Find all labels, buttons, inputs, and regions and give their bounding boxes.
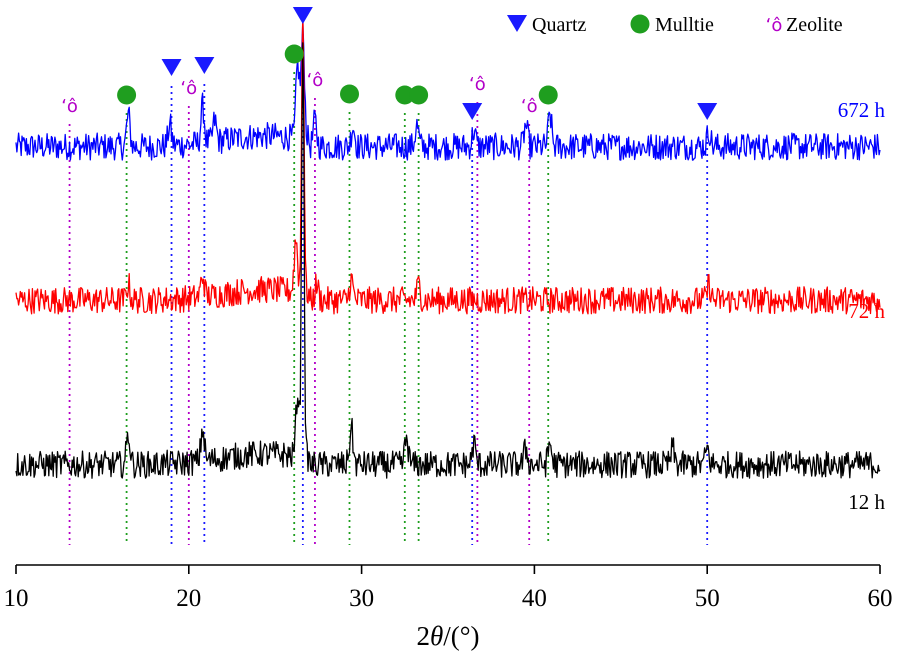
phase-guide-lines <box>68 34 709 545</box>
series-line-72h <box>15 11 881 315</box>
series-label-672h: 672 h <box>838 98 886 122</box>
marker-zeolite-13: ‘ô <box>521 96 538 117</box>
x-axis-title-prefix: 2 <box>416 621 430 651</box>
marker-mulltie-9 <box>395 85 415 105</box>
marker-quartz-15 <box>697 103 718 120</box>
xrd-series <box>15 11 881 479</box>
marker-zeolite-7: ‘ô <box>307 70 324 91</box>
marker-mulltie-8 <box>340 84 360 104</box>
x-axis-title-suffix: /(°) <box>443 621 479 651</box>
series-line-672h <box>15 20 881 161</box>
marker-mulltie-5 <box>284 44 304 64</box>
x-axis-ticks: 10 20 30 40 50 60 <box>4 565 893 612</box>
x-tick-label-50: 50 <box>695 585 720 612</box>
x-tick-label-40: 40 <box>522 585 547 612</box>
marker-quartz-2 <box>161 59 182 76</box>
x-axis: 10 20 30 40 50 60 <box>4 564 893 612</box>
marker-quartz-6 <box>292 7 313 24</box>
x-axis-title-theta: θ <box>430 621 443 651</box>
marker-mulltie-1 <box>117 85 137 105</box>
marker-mulltie-10 <box>409 85 429 105</box>
series-label-72h: 72 h <box>848 299 885 323</box>
legend-quartz-icon <box>507 15 527 32</box>
series-label-12h: 12 h <box>848 490 885 514</box>
x-tick-label-10: 10 <box>4 585 29 612</box>
legend-zeolite-icon: ‘ô <box>766 15 783 36</box>
series-labels: 672 h 72 h 12 h <box>838 98 886 514</box>
marker-mulltie-14 <box>538 85 558 105</box>
series-line-12h <box>15 42 881 479</box>
marker-quartz-11 <box>462 103 483 120</box>
x-tick-label-20: 20 <box>176 585 201 612</box>
legend-label-mulltie: Mulltie <box>655 14 714 36</box>
x-tick-label-60: 60 <box>868 585 893 612</box>
legend-label-quartz: Quartz <box>532 14 587 36</box>
x-axis-title: 2θ/(°) <box>416 621 479 651</box>
marker-zeolite-3: ‘ô <box>180 78 197 99</box>
x-tick-label-30: 30 <box>349 585 374 612</box>
legend-label-zeolite: Zeolite <box>786 14 843 36</box>
marker-zeolite-0: ‘ô <box>61 96 78 117</box>
phase-markers: ‘ô ‘ô ‘ô ‘ô ‘ô <box>61 7 718 120</box>
marker-zeolite-12: ‘ô <box>469 74 486 95</box>
legend: Quartz Mulltie ‘ô Zeolite <box>507 14 843 36</box>
legend-mulltie-icon <box>630 14 650 34</box>
marker-quartz-4 <box>194 57 215 74</box>
